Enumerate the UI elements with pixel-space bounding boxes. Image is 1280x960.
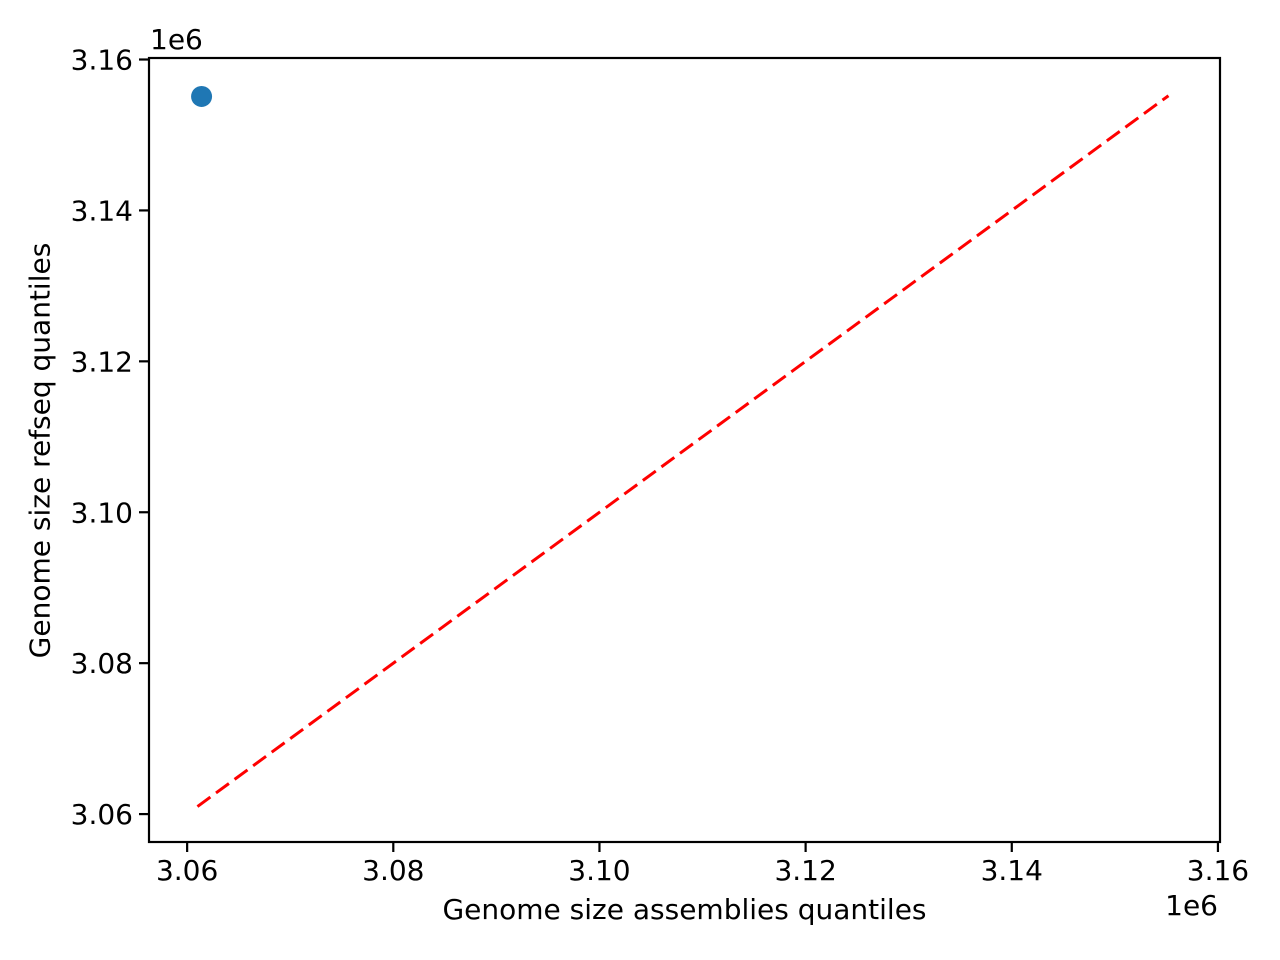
y-axis-label: Genome size refseq quantiles [23,242,57,659]
y-tick-label: 3.08 [71,647,133,680]
reference-line [196,94,1170,808]
x-axis-offset-text: 1e6 [1165,889,1218,922]
x-tick-label: 3.10 [568,854,630,887]
y-tick-label: 3.12 [71,345,133,378]
axes-spines [147,56,1222,844]
x-axis-label: Genome size assemblies quantiles [442,893,927,926]
y-tick-label: 3.10 [71,496,133,529]
scatter-point [191,85,213,107]
x-tick-label: 3.08 [362,854,424,887]
x-tick-label: 3.16 [1187,854,1249,887]
y-tick-label: 3.06 [71,798,133,831]
x-tick-label: 3.14 [981,854,1043,887]
y-tick-label: 3.14 [71,194,133,227]
x-tick-label: 3.06 [156,854,218,887]
y-tick-label: 3.16 [71,44,133,77]
y-axis-offset-text: 1e6 [150,23,203,56]
x-tick-label: 3.12 [774,854,836,887]
